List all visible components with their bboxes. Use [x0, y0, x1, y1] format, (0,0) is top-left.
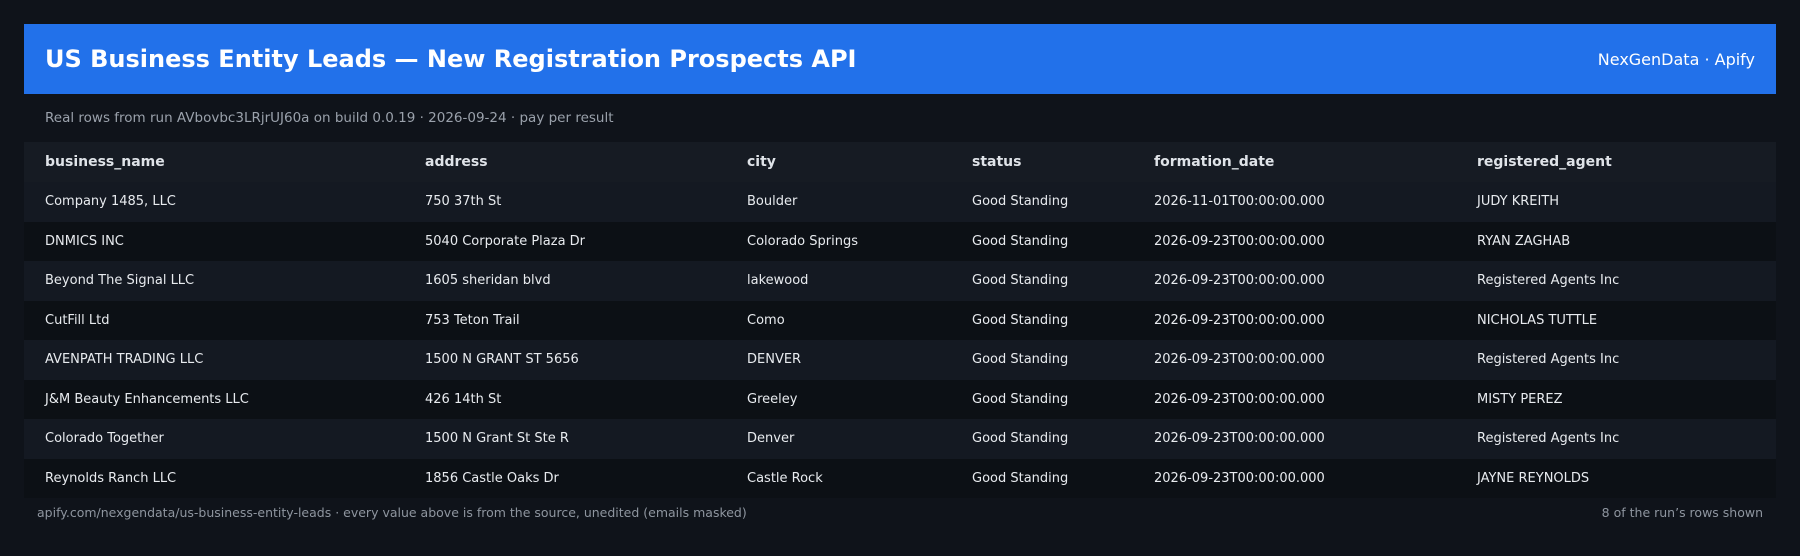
cell-formation-date: 2026-09-23T00:00:00.000 — [1154, 312, 1325, 328]
cell-address: 1500 N GRANT ST 5656 — [425, 352, 579, 368]
cell-status: Good Standing — [972, 312, 1069, 328]
cell-city: lakewood — [747, 273, 809, 289]
cell-business-name: DNMICS INC — [45, 233, 124, 249]
cell-city: Boulder — [747, 194, 798, 210]
cell-status: Good Standing — [972, 431, 1069, 447]
cell-status: Good Standing — [972, 273, 1069, 289]
cell-registered-agent: MISTY PEREZ — [1477, 391, 1563, 407]
table-header-row: business_name address city status format… — [24, 142, 1776, 182]
table-row: AVENPATH TRADING LLC 1500 N GRANT ST 565… — [24, 340, 1776, 380]
cell-registered-agent: Registered Agents Inc — [1477, 273, 1620, 289]
cell-formation-date: 2026-09-23T00:00:00.000 — [1154, 273, 1325, 289]
cell-city: Castle Rock — [747, 470, 823, 486]
cell-status: Good Standing — [972, 470, 1069, 486]
cell-business-name: Company 1485, LLC — [45, 194, 176, 210]
cell-status: Good Standing — [972, 352, 1069, 368]
cell-formation-date: 2026-09-23T00:00:00.000 — [1154, 391, 1325, 407]
source-note: apify.com/nexgendata/us-business-entity-… — [37, 505, 747, 520]
cell-formation-date: 2026-11-01T00:00:00.000 — [1154, 194, 1325, 210]
cell-registered-agent: NICHOLAS TUTTLE — [1477, 312, 1598, 328]
table-row: Beyond The Signal LLC 1605 sheridan blvd… — [24, 261, 1776, 301]
cell-status: Good Standing — [972, 233, 1069, 249]
cell-business-name: Colorado Together — [45, 431, 164, 447]
cell-business-name: Reynolds Ranch LLC — [45, 470, 177, 486]
table-row: Colorado Together 1500 N Grant St Ste R … — [24, 419, 1776, 459]
cell-address: 1856 Castle Oaks Dr — [425, 470, 559, 486]
cell-business-name: AVENPATH TRADING LLC — [45, 352, 204, 368]
cell-address: 5040 Corporate Plaza Dr — [425, 233, 586, 249]
cell-registered-agent: Registered Agents Inc — [1477, 431, 1620, 447]
cell-formation-date: 2026-09-23T00:00:00.000 — [1154, 233, 1325, 249]
cell-registered-agent: JAYNE REYNOLDS — [1477, 470, 1590, 486]
leads-panel: US Business Entity Leads — New Registrat… — [24, 24, 1776, 498]
cell-business-name: J&M Beauty Enhancements LLC — [45, 391, 249, 407]
column-header-business-name: business_name — [45, 154, 165, 170]
column-header-formation-date: formation_date — [1154, 154, 1275, 170]
cell-formation-date: 2026-09-23T00:00:00.000 — [1154, 470, 1325, 486]
header-bar: US Business Entity Leads — New Registrat… — [24, 24, 1776, 94]
cell-registered-agent: RYAN ZAGHAB — [1477, 233, 1571, 249]
page-title: US Business Entity Leads — New Registrat… — [45, 45, 857, 73]
cell-city: Como — [747, 312, 785, 328]
leads-table: business_name address city status format… — [24, 142, 1776, 498]
table-row: DNMICS INC 5040 Corporate Plaza Dr Color… — [24, 221, 1776, 261]
row-count: 8 of the run’s rows shown — [1601, 505, 1763, 520]
cell-business-name: CutFill Ltd — [45, 312, 110, 328]
cell-formation-date: 2026-09-23T00:00:00.000 — [1154, 431, 1325, 447]
cell-registered-agent: JUDY KREITH — [1477, 194, 1560, 210]
cell-city: Denver — [747, 431, 795, 447]
cell-address: 426 14th St — [425, 391, 502, 407]
cell-formation-date: 2026-09-23T00:00:00.000 — [1154, 352, 1325, 368]
cell-address: 750 37th St — [425, 194, 502, 210]
cell-city: Greeley — [747, 391, 798, 407]
footer-bar: apify.com/nexgendata/us-business-entity-… — [24, 505, 1776, 520]
cell-address: 1605 sheridan blvd — [425, 273, 551, 289]
cell-city: DENVER — [747, 352, 802, 368]
cell-address: 1500 N Grant St Ste R — [425, 431, 569, 447]
table-row: J&M Beauty Enhancements LLC 426 14th St … — [24, 379, 1776, 419]
brand-label: NexGenData · Apify — [1597, 49, 1755, 69]
column-header-address: address — [425, 154, 488, 170]
table-row: Company 1485, LLC 750 37th St Boulder Go… — [24, 182, 1776, 222]
cell-status: Good Standing — [972, 391, 1069, 407]
run-info: Real rows from run AVbovbc3LRjrUJ60a on … — [45, 110, 614, 126]
cell-business-name: Beyond The Signal LLC — [45, 273, 195, 289]
table-row: CutFill Ltd 753 Teton Trail Como Good St… — [24, 300, 1776, 340]
cell-address: 753 Teton Trail — [425, 312, 520, 328]
column-header-status: status — [972, 154, 1022, 170]
column-header-registered-agent: registered_agent — [1477, 154, 1612, 170]
cell-city: Colorado Springs — [747, 233, 858, 249]
table-row: Reynolds Ranch LLC 1856 Castle Oaks Dr C… — [24, 458, 1776, 498]
cell-registered-agent: Registered Agents Inc — [1477, 352, 1620, 368]
cell-status: Good Standing — [972, 194, 1069, 210]
column-header-city: city — [747, 154, 776, 170]
